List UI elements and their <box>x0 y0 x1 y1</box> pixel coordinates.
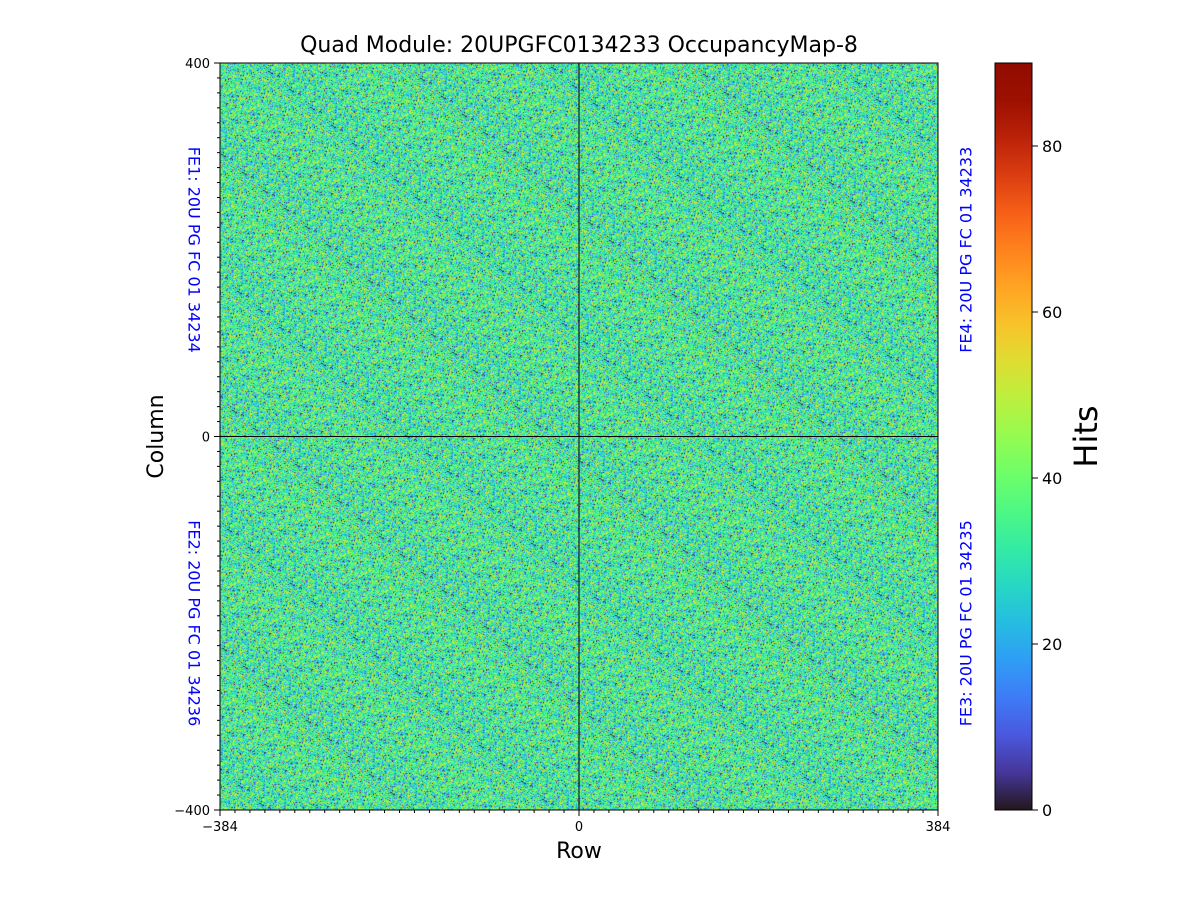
y-axis-ticks: 400 0 −400 <box>174 57 220 819</box>
y-tick-label: −400 <box>174 804 210 819</box>
x-axis-label: Row <box>556 839 602 864</box>
colorbar-label: Hits <box>1067 405 1105 467</box>
x-tick-label: −384 <box>202 820 238 835</box>
colorbar-ticks: 0 20 40 60 80 <box>1032 137 1062 820</box>
quadrant-label-fe4: FE4: 20U PG FC 01 34233 <box>957 147 976 353</box>
quadrant-label-fe1: FE1: 20U PG FC 01 34234 <box>185 147 204 353</box>
colorbar-tick-label: 60 <box>1042 303 1062 322</box>
colorbar-tick-label: 80 <box>1042 137 1062 156</box>
x-tick-label: 384 <box>926 820 951 835</box>
y-tick-label: 400 <box>185 57 210 72</box>
x-tick-label: 0 <box>575 820 583 835</box>
colorbar-tick-label: 20 <box>1042 635 1062 654</box>
y-tick-label: 0 <box>202 431 210 446</box>
y-axis-label: Column <box>144 394 169 478</box>
colorbar-tick-label: 0 <box>1042 801 1052 820</box>
quadrant-label-fe3: FE3: 20U PG FC 01 34235 <box>957 520 976 726</box>
x-axis-ticks: −384 0 384 <box>202 810 950 835</box>
chart-title: Quad Module: 20UPGFC0134233 OccupancyMap… <box>300 33 858 58</box>
colorbar <box>994 62 1033 811</box>
quadrant-label-fe2: FE2: 20U PG FC 01 34236 <box>185 520 204 726</box>
colorbar-tick-label: 40 <box>1042 469 1062 488</box>
minor-ticks <box>217 77 924 813</box>
